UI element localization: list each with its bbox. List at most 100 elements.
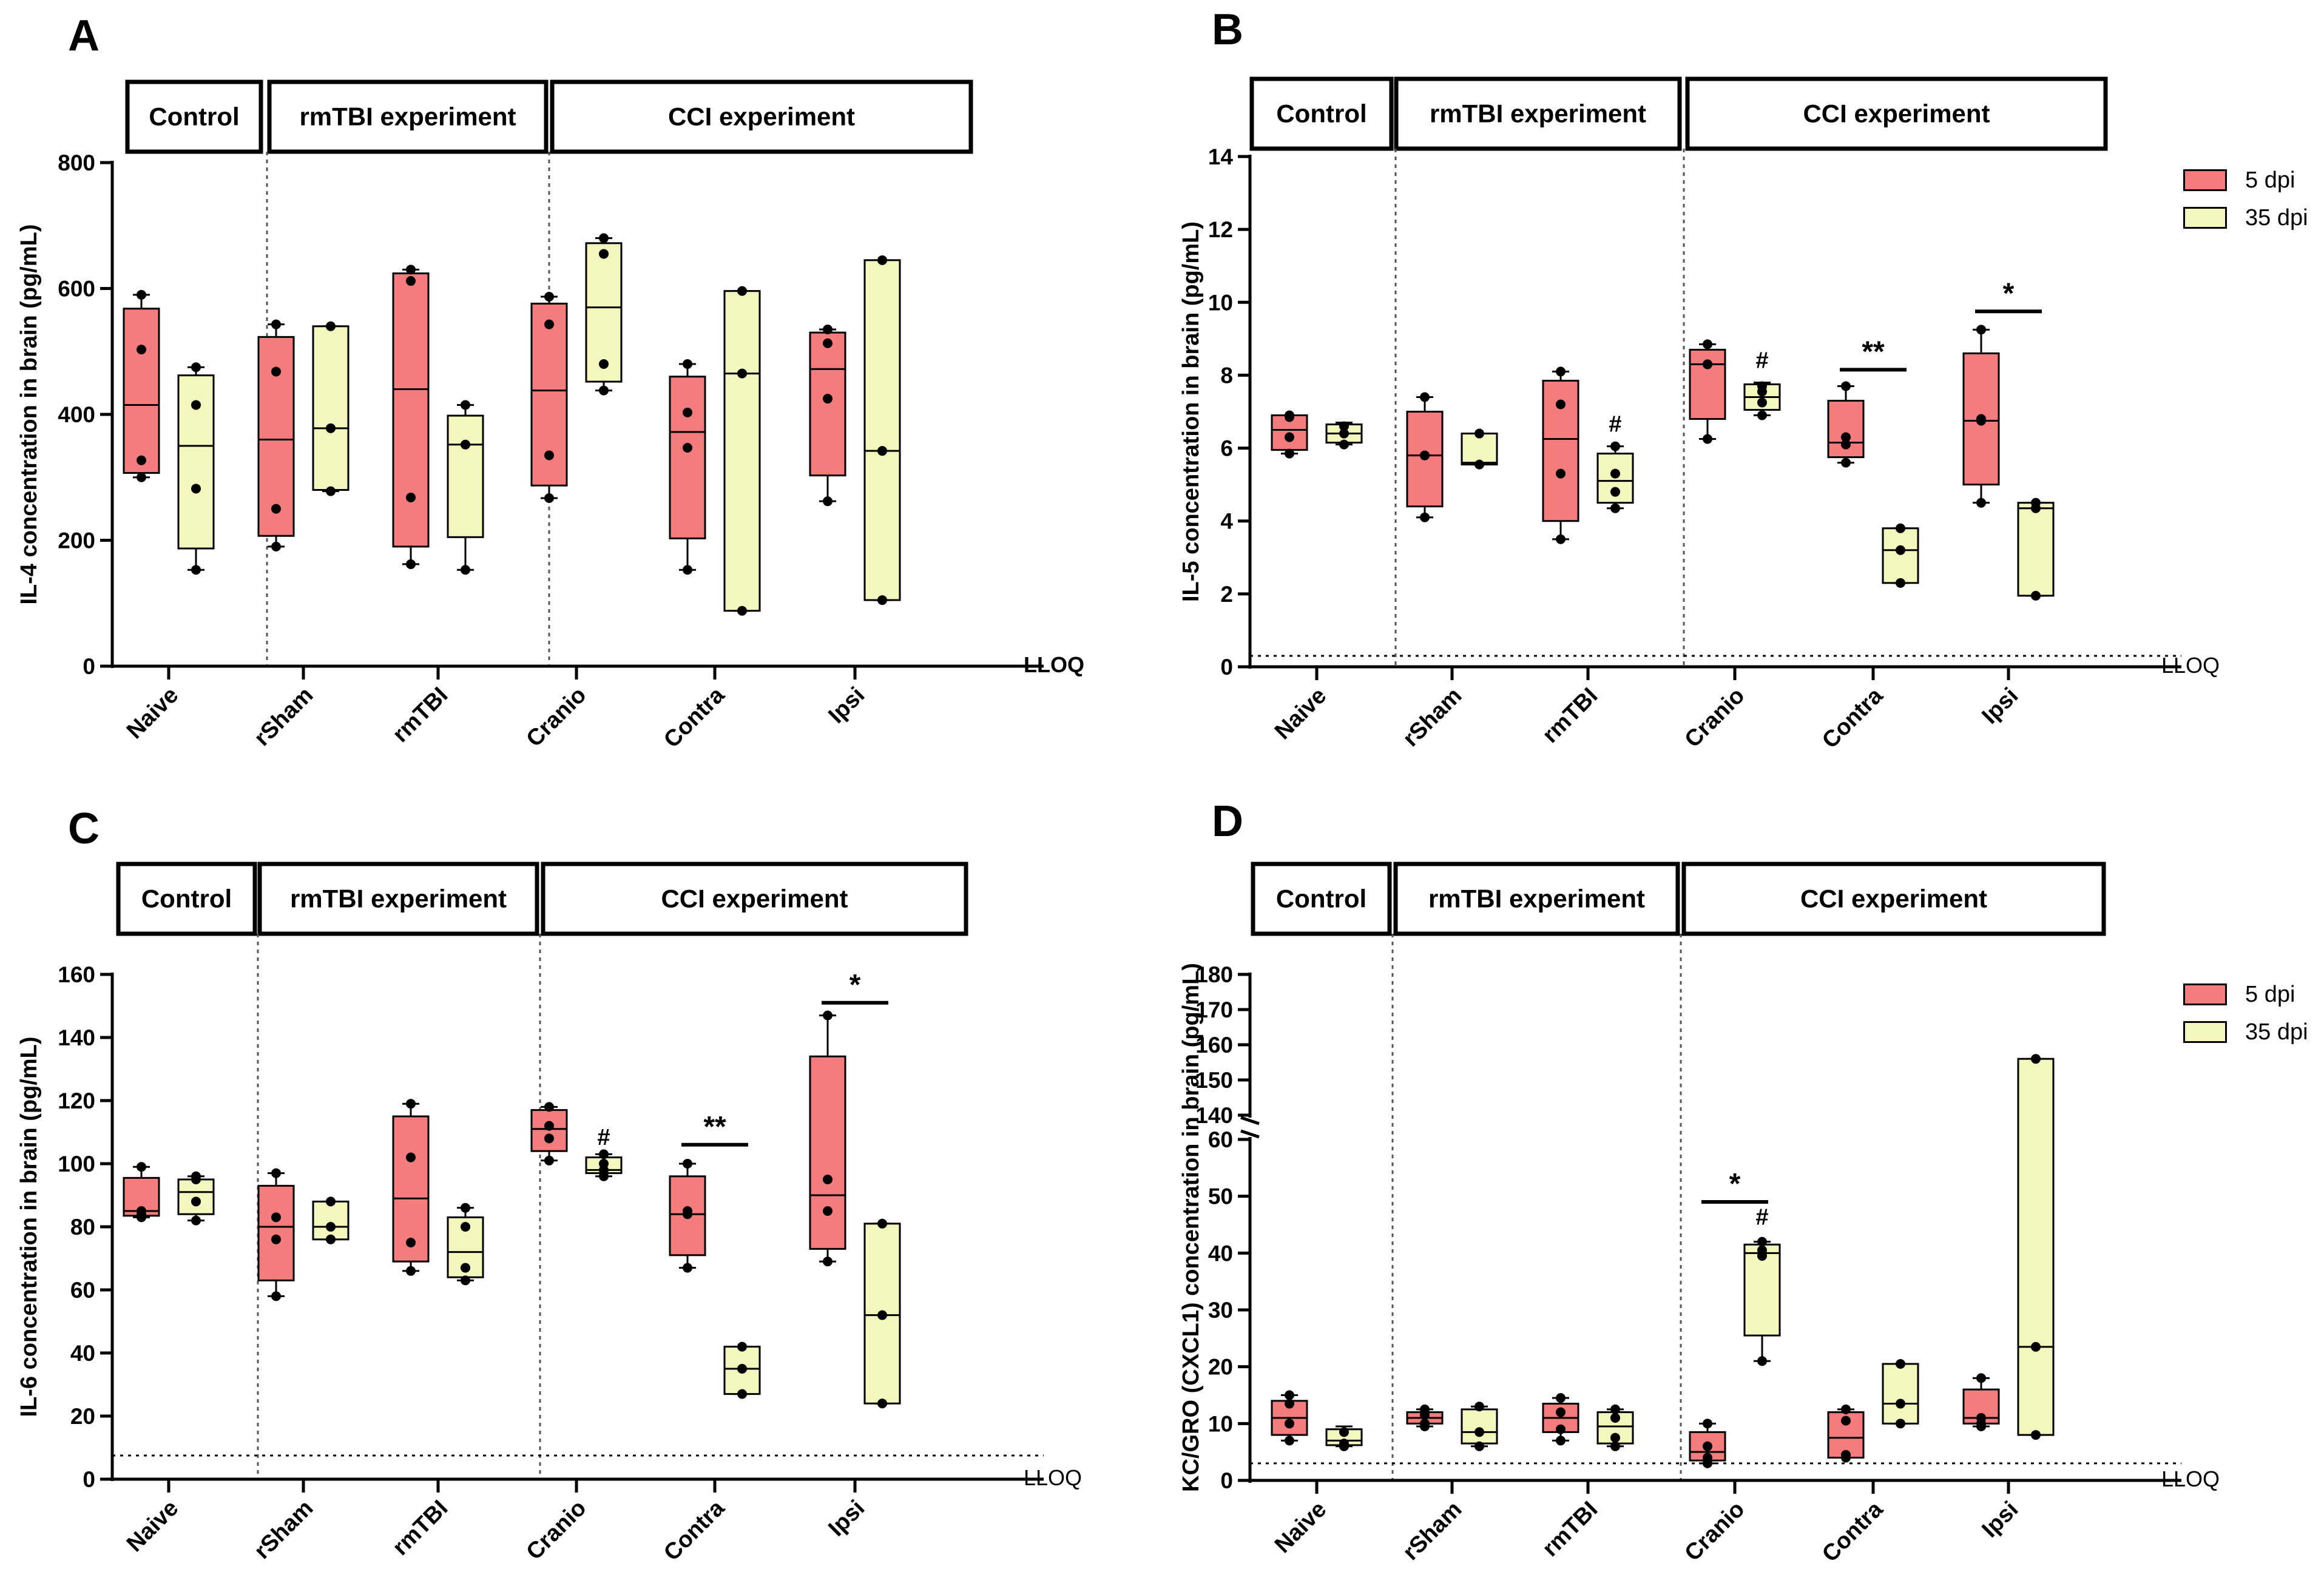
data-point <box>877 1310 887 1320</box>
data-point <box>544 493 554 503</box>
y-axis-title: IL-6 concentration in brain (pg/mL) <box>16 1037 42 1417</box>
legend-label: 35 dpi <box>2245 1019 2308 1045</box>
data-point <box>1285 410 1294 420</box>
data-point <box>1556 399 1566 410</box>
y-tick-label: 8 <box>1220 363 1233 388</box>
group-label: CCI experiment <box>1800 885 1987 913</box>
data-point <box>1896 578 1905 588</box>
data-point <box>1474 1427 1484 1437</box>
data-point <box>1474 459 1484 470</box>
x-tick-label: Naive <box>1270 683 1331 744</box>
legend-item-35dpi: 35 dpi <box>2183 1013 2308 1051</box>
data-point <box>1896 545 1905 555</box>
data-point <box>1420 392 1430 402</box>
data-point <box>683 442 692 453</box>
data-point <box>1556 1393 1566 1403</box>
data-point <box>737 1364 747 1374</box>
data-point <box>599 385 609 396</box>
data-point <box>137 345 146 355</box>
box-body <box>312 325 350 491</box>
data-point <box>1610 503 1620 513</box>
y-tick-label: 30 <box>1208 1298 1233 1323</box>
legend-swatch-5dpi <box>2183 169 2227 191</box>
data-point <box>1610 1404 1620 1414</box>
box-body <box>2017 1058 2055 1436</box>
data-point <box>1556 1435 1566 1446</box>
data-point <box>406 559 416 569</box>
legend-swatch-35dpi <box>2183 207 2227 229</box>
data-point <box>191 400 201 410</box>
y-tick-label: 200 <box>58 528 95 553</box>
y-tick-label: 120 <box>58 1088 95 1113</box>
significance-stars: ** <box>1862 336 1885 368</box>
data-point <box>1339 1439 1349 1449</box>
significance-stars: * <box>1729 1168 1741 1200</box>
box-body <box>1882 1363 1919 1425</box>
data-point <box>1610 487 1620 497</box>
group-box <box>116 862 257 936</box>
data-point <box>1285 432 1294 442</box>
y-axis-title: IL-5 concentration in brain (pg/mL) <box>1178 221 1204 602</box>
data-point <box>1757 1245 1767 1255</box>
data-point <box>1841 439 1851 450</box>
data-point <box>1474 428 1484 439</box>
data-point <box>137 1162 146 1172</box>
data-point <box>461 1275 470 1286</box>
data-point <box>737 1389 747 1399</box>
legend-label: 35 dpi <box>2245 204 2308 231</box>
lloq-label: LLOQ <box>1024 1465 1082 1490</box>
data-point <box>1896 1398 1905 1409</box>
box-body <box>312 1200 350 1241</box>
y-tick-label: 20 <box>1208 1355 1233 1380</box>
data-point <box>599 249 609 259</box>
y-tick-label: 60 <box>1208 1127 1233 1152</box>
data-point <box>1757 397 1767 408</box>
data-point <box>1703 1441 1712 1451</box>
y-tick-label: 170 <box>1195 997 1233 1022</box>
significance-stars: * <box>850 969 861 1001</box>
data-point <box>1610 1412 1620 1423</box>
data-point <box>191 1196 201 1207</box>
data-point <box>1420 1404 1430 1414</box>
data-point <box>2031 1430 2041 1440</box>
data-point <box>406 1152 416 1162</box>
data-point <box>1976 1412 1986 1423</box>
y-tick-label: 0 <box>83 1467 95 1492</box>
x-tick-label: Ipsi <box>1977 683 2023 729</box>
data-point <box>461 439 470 450</box>
y-tick-label: 0 <box>1220 655 1233 680</box>
x-tick-label: rSham <box>1398 683 1467 752</box>
group-box <box>1685 76 2108 151</box>
data-point <box>1703 1419 1712 1429</box>
y-tick-label: 12 <box>1208 217 1233 242</box>
data-point <box>406 265 416 275</box>
data-point <box>461 1263 470 1273</box>
data-point <box>1420 450 1430 461</box>
legend-label: 5 dpi <box>2245 167 2295 193</box>
data-point <box>1976 416 1986 426</box>
data-point <box>544 1121 554 1131</box>
axis-break-mark <box>1240 1129 1260 1139</box>
legend-item-5dpi: 5 dpi <box>2183 976 2308 1013</box>
data-point <box>271 1291 281 1301</box>
data-point <box>271 319 281 329</box>
y-tick-label: 400 <box>58 402 95 427</box>
box-body <box>392 272 430 548</box>
data-point <box>137 472 146 482</box>
data-point <box>1556 468 1566 479</box>
box-body <box>669 376 706 539</box>
y-tick-label: 160 <box>1195 1033 1233 1058</box>
box-body <box>1461 1408 1498 1445</box>
y-axis-title: KC/GRO (CXCL1) concentration in brain (p… <box>1178 963 1204 1492</box>
legend-item-5dpi: 5 dpi <box>2183 161 2308 199</box>
data-point <box>326 1234 336 1244</box>
group-box <box>1681 862 2106 936</box>
x-tick-label: Cranio <box>522 1496 592 1565</box>
group-box <box>541 862 968 936</box>
data-point <box>1610 1441 1620 1451</box>
data-point <box>406 1099 416 1109</box>
y-tick-label: 140 <box>58 1025 95 1050</box>
y-tick-label: 150 <box>1195 1068 1233 1093</box>
data-point <box>823 338 833 348</box>
data-point <box>599 1159 609 1169</box>
